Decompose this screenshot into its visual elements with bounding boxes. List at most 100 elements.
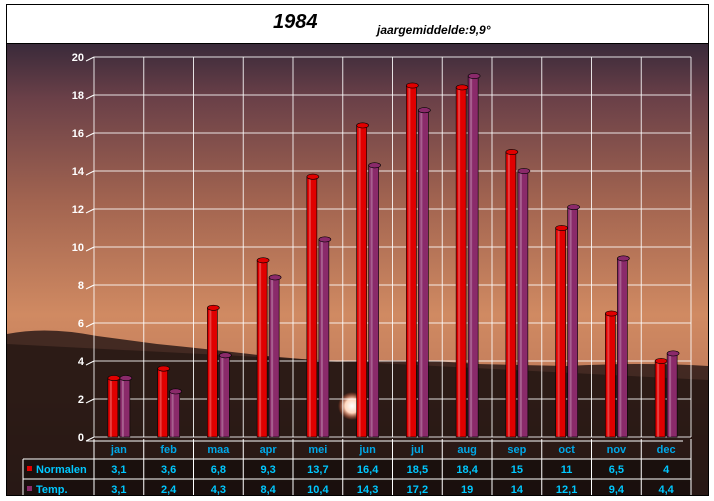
gridline-y-depth bbox=[85, 246, 95, 252]
bar-normalen-body bbox=[455, 87, 467, 438]
bar-normalen-cap bbox=[505, 149, 519, 155]
bar-normalen-shine bbox=[159, 368, 162, 437]
bar-temp-cap bbox=[268, 274, 282, 281]
y-tick-label: 12 bbox=[72, 204, 84, 216]
y-tick-label: 6 bbox=[78, 318, 84, 330]
grid bbox=[85, 56, 692, 442]
bar-normalen-cap bbox=[306, 173, 320, 180]
chart-subtitle: jaargemiddelde:9,9° bbox=[377, 23, 491, 37]
data-label: 3,1 bbox=[111, 464, 126, 476]
bar-temp-shine bbox=[519, 171, 522, 437]
bar-temp bbox=[418, 107, 431, 438]
bar-temp-body bbox=[268, 277, 280, 438]
bar-normalen-shine bbox=[259, 260, 262, 437]
y-tick-label: 0 bbox=[78, 432, 84, 444]
gridline-y-depth bbox=[85, 208, 95, 214]
legend-marker bbox=[27, 466, 32, 471]
bar-temp-shine bbox=[669, 353, 672, 437]
x-tick-label: jun bbox=[358, 444, 376, 456]
bar-temp-shine bbox=[470, 76, 473, 437]
bar-normalen bbox=[157, 365, 170, 438]
bar-normalen bbox=[306, 173, 320, 438]
bar-temp-body bbox=[219, 354, 230, 438]
data-label: 6,5 bbox=[609, 464, 624, 476]
bar-normalen-cap bbox=[555, 225, 568, 231]
bar-temp-shine bbox=[121, 378, 124, 437]
bar-temp bbox=[169, 388, 182, 438]
y-axis: 0 2 4 6 8 10 12 14 16 18 20 bbox=[72, 52, 85, 444]
x-tick-label: mei bbox=[308, 444, 327, 456]
bar-temp-cap bbox=[666, 350, 680, 357]
x-tick-label: oct bbox=[558, 444, 575, 456]
data-label: 17,2 bbox=[407, 484, 428, 495]
bar-normalen-shine bbox=[458, 87, 461, 438]
legend-label: Normalen bbox=[36, 464, 87, 476]
bar-normalen bbox=[356, 122, 369, 438]
y-tick-label: 16 bbox=[72, 128, 84, 140]
legend-marker bbox=[27, 486, 32, 491]
bar-temp bbox=[119, 375, 133, 438]
bar-temp bbox=[268, 274, 282, 438]
data-label: 4,4 bbox=[658, 484, 674, 495]
gridline-y-depth bbox=[85, 360, 95, 366]
bar-temp-cap bbox=[567, 204, 580, 210]
bar-temp-shine bbox=[171, 391, 174, 437]
data-label: 16,4 bbox=[357, 464, 379, 476]
y-tick-label: 8 bbox=[78, 280, 84, 292]
bar-temp-shine bbox=[320, 239, 323, 437]
bar-temp-cap bbox=[219, 352, 232, 359]
data-label: 2,4 bbox=[161, 484, 177, 495]
bar-normalen-body bbox=[605, 313, 616, 438]
y-tick-label: 14 bbox=[72, 166, 85, 178]
bar-normalen-cap bbox=[207, 304, 220, 311]
bar-temp-shine bbox=[221, 355, 224, 437]
y-tick-label: 2 bbox=[78, 394, 84, 406]
bar-normalen-body bbox=[505, 151, 517, 438]
bar-normalen-cap bbox=[406, 82, 419, 89]
table-body bbox=[23, 459, 691, 495]
bars bbox=[107, 73, 680, 438]
bar-normalen bbox=[505, 149, 519, 438]
data-label: 19 bbox=[461, 484, 473, 495]
bar-normalen-body bbox=[107, 377, 119, 438]
bar-normalen-shine bbox=[358, 125, 361, 438]
bar-normalen-shine bbox=[557, 228, 560, 437]
data-label: 12,1 bbox=[556, 484, 577, 495]
bar-temp-body bbox=[517, 170, 529, 438]
data-label: 9,4 bbox=[609, 484, 625, 495]
bar-temp-body bbox=[467, 75, 479, 438]
data-label: 8,4 bbox=[260, 484, 276, 495]
x-tick-label: sep bbox=[507, 444, 526, 456]
x-tick-label: aug bbox=[457, 444, 477, 456]
bar-normalen-cap bbox=[107, 375, 121, 381]
bar-temp-cap bbox=[119, 375, 133, 381]
gridline-y-depth bbox=[85, 56, 95, 62]
data-label: 3,6 bbox=[161, 464, 176, 476]
bar-normalen bbox=[605, 310, 618, 438]
x-tick-label: jul bbox=[410, 444, 424, 456]
bar-temp-shine bbox=[271, 277, 274, 437]
y-tick-label: 20 bbox=[72, 52, 84, 64]
x-tick-label: feb bbox=[160, 444, 177, 456]
bar-normalen bbox=[555, 225, 568, 438]
data-label: 18,5 bbox=[407, 464, 428, 476]
chart-title: 1984 bbox=[273, 11, 318, 33]
y-tick-label: 10 bbox=[72, 242, 84, 254]
bar-normalen-body bbox=[654, 360, 666, 438]
bar-temp-cap bbox=[418, 107, 431, 114]
data-label: 9,3 bbox=[260, 464, 275, 476]
bar-temp-cap bbox=[169, 388, 182, 395]
data-table: jan feb maa apr mei jun jul aug sep oct nov dec Norm… bbox=[22, 439, 692, 495]
bar-temp-body bbox=[368, 165, 379, 438]
bar-temp-shine bbox=[370, 165, 373, 438]
x-tick-label: apr bbox=[260, 444, 278, 456]
data-label: 14,3 bbox=[357, 484, 378, 495]
bar-temp-body bbox=[418, 109, 429, 438]
data-label: 15 bbox=[511, 464, 523, 476]
gridline-y-depth bbox=[85, 322, 95, 328]
bar-normalen bbox=[256, 257, 270, 438]
data-label: 14 bbox=[511, 484, 524, 495]
gridline-y-depth bbox=[85, 284, 95, 290]
bar-temp-cap bbox=[318, 236, 332, 243]
data-label: 18,4 bbox=[456, 464, 478, 476]
